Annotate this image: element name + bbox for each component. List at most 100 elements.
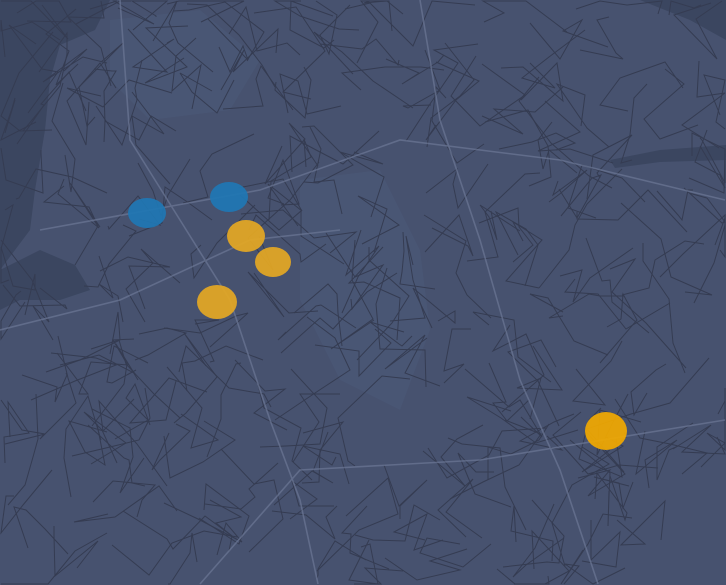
road: [450, 55, 526, 127]
road: [563, 563, 626, 585]
road: [356, 247, 410, 361]
road: [8, 24, 59, 114]
road: [264, 122, 319, 185]
road: [620, 202, 713, 296]
road: [127, 28, 175, 73]
road: [437, 478, 483, 539]
road: [688, 132, 726, 194]
road: [494, 210, 539, 287]
road: [179, 72, 235, 114]
road: [564, 278, 671, 330]
road: [0, 31, 54, 132]
road: [228, 5, 301, 56]
road: [599, 292, 638, 364]
road: [316, 477, 399, 572]
map-marker-blue[interactable]: [210, 182, 248, 212]
road: [447, 437, 527, 531]
road: [89, 0, 155, 25]
road: [552, 411, 659, 475]
road: [384, 548, 468, 581]
road: [472, 311, 552, 383]
road: [0, 239, 54, 341]
map-marker-orange[interactable]: [585, 412, 627, 450]
road: [240, 209, 358, 254]
road: [271, 505, 338, 540]
road: [479, 204, 521, 241]
road: [73, 485, 178, 523]
road: [425, 163, 489, 210]
road: [384, 334, 441, 387]
road: [488, 362, 530, 422]
road: [643, 68, 699, 140]
road: [172, 1, 265, 62]
road: [717, 388, 726, 447]
road: [551, 446, 610, 567]
road: [620, 83, 648, 164]
road: [537, 100, 614, 164]
road: [239, 194, 345, 265]
road: [518, 76, 613, 189]
road: [518, 413, 575, 451]
road: [168, 532, 198, 585]
road: [186, 3, 276, 88]
road: [319, 38, 400, 67]
road: [538, 168, 623, 289]
road: [0, 399, 46, 445]
road: [616, 499, 666, 546]
road: [206, 362, 242, 458]
road: [0, 203, 14, 284]
road: [125, 248, 181, 323]
road: [42, 48, 108, 83]
road: [66, 79, 173, 108]
road: [681, 60, 726, 149]
road: [502, 499, 565, 568]
road: [83, 224, 137, 288]
road: [642, 243, 686, 374]
road: [694, 129, 726, 189]
road: [558, 174, 603, 219]
road: [42, 185, 99, 266]
map-marker-yellow[interactable]: [255, 247, 291, 277]
map-marker-blue[interactable]: [128, 198, 166, 228]
road: [399, 231, 436, 290]
road: [1, 532, 108, 585]
road: [363, 0, 393, 32]
road: [340, 505, 390, 570]
road: [630, 363, 667, 417]
road: [424, 214, 474, 257]
road: [98, 255, 124, 323]
road: [389, 235, 426, 322]
road: [0, 147, 44, 194]
map-marker-yellow[interactable]: [227, 220, 265, 252]
road: [512, 503, 565, 578]
road: [585, 237, 650, 334]
road: [548, 169, 588, 203]
road: [0, 246, 36, 316]
road: [3, 400, 30, 464]
road: [354, 504, 441, 542]
road: [571, 340, 623, 406]
map-marker-yellow[interactable]: [197, 285, 237, 319]
road: [273, 0, 360, 31]
road: [498, 132, 577, 151]
road: [130, 0, 169, 31]
road: [220, 27, 279, 91]
road: [301, 125, 354, 184]
road: [128, 377, 208, 424]
road: [577, 432, 626, 497]
road: [466, 396, 579, 444]
road: [277, 304, 357, 341]
road: [51, 82, 76, 193]
road: [555, 82, 610, 148]
road: [510, 505, 554, 562]
road: [273, 431, 334, 506]
road: [594, 471, 628, 522]
road: [66, 0, 112, 87]
road: [357, 195, 400, 253]
road: [209, 499, 243, 552]
road: [173, 332, 218, 424]
road: [491, 324, 545, 413]
